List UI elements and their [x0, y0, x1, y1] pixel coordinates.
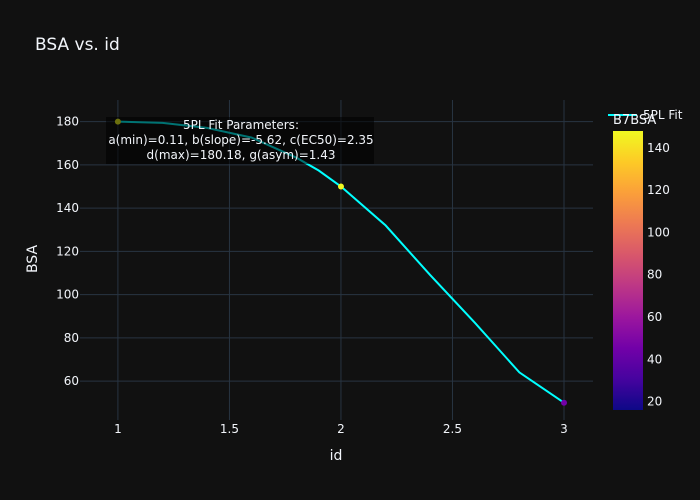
colorbar: B7BSA 20 40 60 80 100 120 140 — [613, 113, 670, 410]
x-tick-label: 2 — [337, 422, 345, 436]
annotation-line: a(min)=0.11, b(slope)=-5.62, c(EC50)=2.3… — [108, 133, 373, 147]
fit-annotation: 5PL Fit Parameters:a(min)=0.11, b(slope)… — [106, 117, 374, 164]
x-axis-label: id — [330, 448, 343, 464]
legend[interactable]: 5PL Fit — [608, 108, 683, 122]
y-tick-label: 180 — [56, 115, 79, 129]
colorbar-tick-label: 20 — [647, 395, 662, 409]
y-tick-label: 120 — [56, 244, 79, 258]
data-point[interactable] — [337, 183, 344, 190]
annotation-box — [106, 117, 374, 164]
y-tick-label: 160 — [56, 158, 79, 172]
colorbar-tick-label: 140 — [647, 141, 670, 155]
colorbar-tick-label: 40 — [647, 352, 662, 366]
y-tick-label: 80 — [64, 331, 79, 345]
colorbar-tick-label: 80 — [647, 268, 662, 282]
colorbar-tick-label: 60 — [647, 310, 662, 324]
legend-entry-5pl-fit[interactable]: 5PL Fit — [643, 108, 683, 122]
x-tick-label: 3 — [560, 422, 568, 436]
annotation-line: d(max)=180.18, g(asym)=1.43 — [147, 148, 336, 162]
colorbar-gradient — [613, 131, 643, 410]
y-tick-label: 60 — [64, 374, 79, 388]
x-tick-label: 1 — [114, 422, 122, 436]
colorbar-tick-label: 120 — [647, 183, 670, 197]
annotation-line: 5PL Fit Parameters: — [183, 118, 299, 132]
y-tick-label: 100 — [56, 288, 79, 302]
x-tick-label: 2.5 — [443, 422, 462, 436]
colorbar-title: B7BSA — [613, 113, 656, 128]
axis-ticks: 1 1.5 2 2.5 3 60 80 100 120 140 160 180 — [56, 115, 568, 436]
x-tick-label: 1.5 — [220, 422, 239, 436]
colorbar-tick-label: 100 — [647, 225, 670, 239]
chart-title: BSA vs. id — [35, 35, 120, 55]
y-tick-label: 140 — [56, 201, 79, 215]
data-point[interactable] — [561, 399, 568, 406]
y-axis-label: BSA — [25, 245, 41, 274]
